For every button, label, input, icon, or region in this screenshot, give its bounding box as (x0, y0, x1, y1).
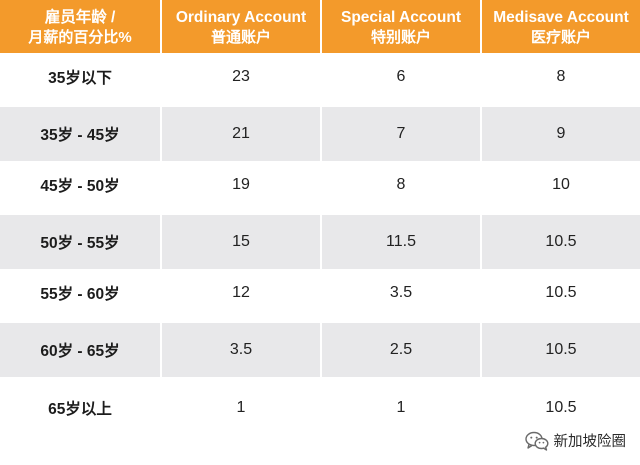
wechat-icon (524, 431, 549, 451)
sa-cell: 8 (321, 161, 482, 215)
table-header: 雇员年龄 / 月薪的百分比% Ordinary Account 普通账户 Spe… (0, 0, 640, 53)
sa-cell: 2.5 (321, 323, 482, 377)
age-cell: 55岁 - 60岁 (0, 269, 162, 323)
ma-cell: 10.5 (481, 269, 640, 323)
sa-cell: 1 (321, 377, 482, 464)
header-ordinary-zh: 普通账户 (210, 28, 271, 46)
header-special-zh: 特别账户 (370, 28, 431, 46)
ma-cell: 10 (481, 161, 640, 215)
table-row: 55岁 - 60岁 12 3.5 10.5 (0, 269, 640, 323)
header-medisave-zh: 医疗账户 (530, 28, 591, 46)
ma-cell: 10.5 (481, 377, 640, 464)
oa-cell: 15 (161, 215, 322, 269)
oa-cell: 1 (161, 377, 322, 464)
header-age-percent: 雇员年龄 / 月薪的百分比% (0, 0, 162, 53)
age-cell: 35岁以下 (0, 53, 162, 107)
sa-cell: 7 (321, 107, 482, 161)
header-age-line2: 月薪的百分比% (28, 28, 132, 46)
sa-cell: 3.5 (321, 269, 482, 323)
age-cell: 65岁以上 (0, 377, 162, 464)
header-row: 雇员年龄 / 月薪的百分比% Ordinary Account 普通账户 Spe… (0, 0, 640, 53)
table-body: 35岁以下 23 6 8 35岁 - 45岁 21 7 9 45岁 - 50岁 … (0, 53, 640, 464)
oa-cell: 23 (161, 53, 322, 107)
table-row: 65岁以上 1 1 10.5 (0, 377, 640, 464)
header-age-line1: 雇员年龄 / (44, 8, 116, 26)
table-row: 50岁 - 55岁 15 11.5 10.5 (0, 215, 640, 269)
sa-cell: 11.5 (321, 215, 482, 269)
header-special-en: Special Account (340, 8, 461, 26)
header-medisave-en: Medisave Account (493, 8, 629, 26)
age-cell: 60岁 - 65岁 (0, 323, 162, 377)
table-row: 60岁 - 65岁 3.5 2.5 10.5 (0, 323, 640, 377)
oa-cell: 21 (161, 107, 322, 161)
header-ordinary-account: Ordinary Account 普通账户 (161, 0, 322, 53)
oa-cell: 3.5 (161, 323, 322, 377)
header-medisave-account: Medisave Account 医疗账户 (481, 0, 640, 53)
ma-cell: 10.5 (481, 323, 640, 377)
age-cell: 35岁 - 45岁 (0, 107, 162, 161)
table-row: 35岁以下 23 6 8 (0, 53, 640, 107)
age-cell: 45岁 - 50岁 (0, 161, 162, 215)
age-cell: 50岁 - 55岁 (0, 215, 162, 269)
watermark-text: 新加坡险圈 (553, 434, 627, 450)
ma-cell: 10.5 (481, 215, 640, 269)
watermark: 新加坡险圈 (524, 430, 627, 451)
header-special-account: Special Account 特别账户 (321, 0, 482, 53)
table-row: 45岁 - 50岁 19 8 10 (0, 161, 640, 215)
ma-cell: 9 (481, 107, 640, 161)
sa-cell: 6 (321, 53, 482, 107)
oa-cell: 12 (161, 269, 322, 323)
header-ordinary-en: Ordinary Account (175, 8, 307, 26)
table-row: 35岁 - 45岁 21 7 9 (0, 107, 640, 161)
oa-cell: 19 (161, 161, 322, 215)
ma-cell: 8 (481, 53, 640, 107)
